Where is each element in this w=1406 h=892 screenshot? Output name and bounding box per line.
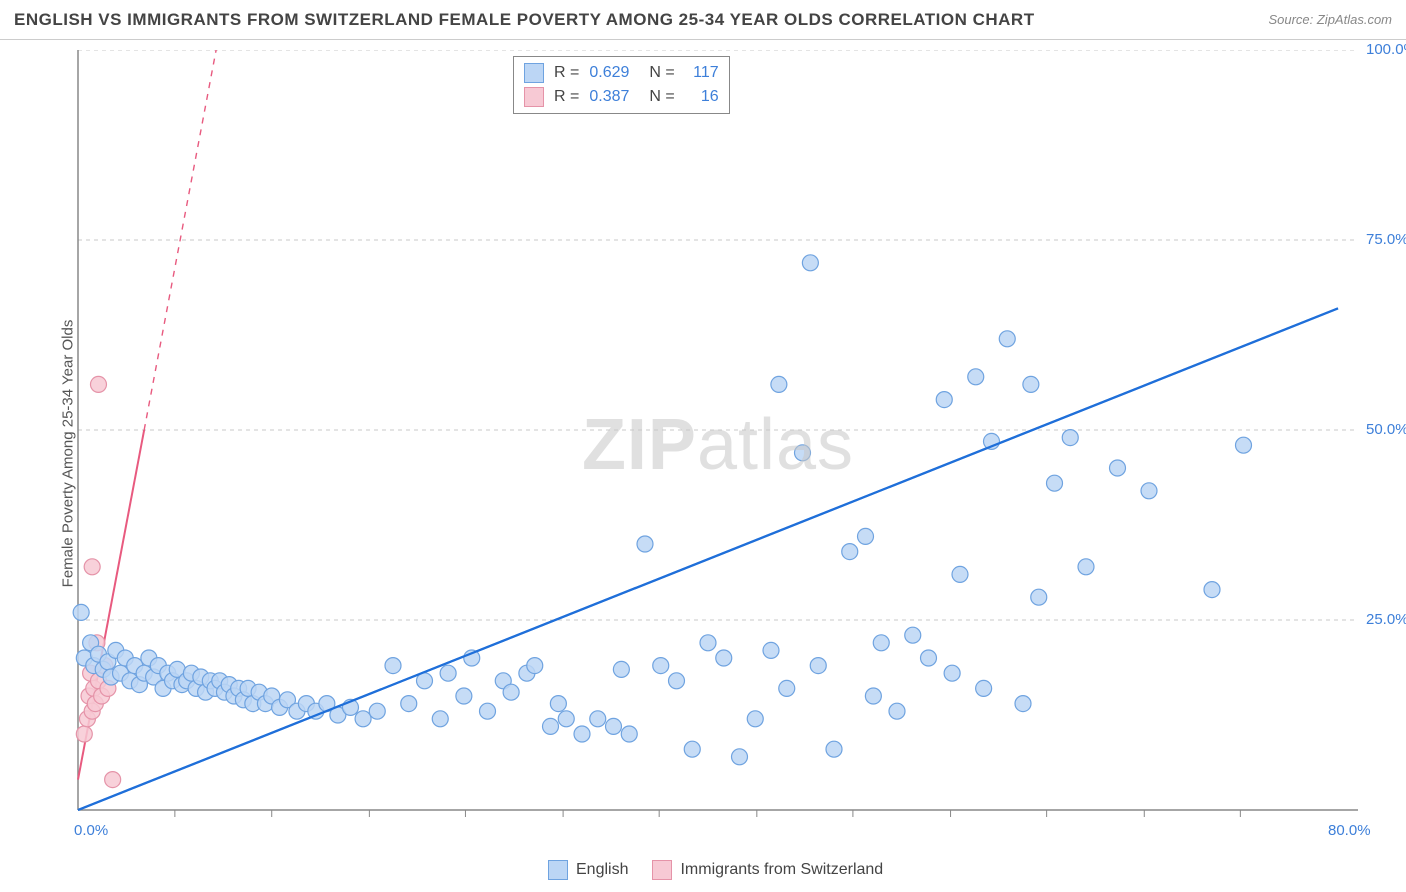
legend-label: Immigrants from Switzerland bbox=[680, 861, 883, 879]
n-value: 117 bbox=[685, 64, 719, 82]
axis-tick-label: 25.0% bbox=[1366, 611, 1406, 628]
y-axis-label: Female Poverty Among 25-34 Year Olds bbox=[60, 320, 77, 588]
legend-item: English bbox=[548, 860, 628, 880]
axis-tick-label: 80.0% bbox=[1328, 822, 1371, 839]
r-label: R = bbox=[554, 88, 579, 106]
axis-tick-label: 75.0% bbox=[1366, 231, 1406, 248]
legend-swatch bbox=[652, 860, 672, 880]
n-label: N = bbox=[649, 88, 674, 106]
axis-tick-label: 0.0% bbox=[74, 822, 108, 839]
title-bar: ENGLISH VS IMMIGRANTS FROM SWITZERLAND F… bbox=[0, 0, 1406, 40]
source-attribution: Source: ZipAtlas.com bbox=[1268, 12, 1392, 27]
legend-item: Immigrants from Switzerland bbox=[652, 860, 883, 880]
plot-area: Female Poverty Among 25-34 Year Olds ZIP… bbox=[58, 50, 1378, 840]
n-label: N = bbox=[649, 64, 674, 82]
n-value: 16 bbox=[685, 88, 719, 106]
legend-row: R = 0.629 N = 117 bbox=[524, 61, 719, 85]
correlation-legend: R = 0.629 N = 117 R = 0.387 N = 16 bbox=[513, 56, 730, 114]
r-value: 0.387 bbox=[589, 88, 639, 106]
legend-swatch bbox=[524, 87, 544, 107]
legend-swatch bbox=[524, 63, 544, 83]
axis-tick-label: 50.0% bbox=[1366, 421, 1406, 438]
legend-swatch bbox=[548, 860, 568, 880]
chart-title: ENGLISH VS IMMIGRANTS FROM SWITZERLAND F… bbox=[14, 10, 1035, 30]
legend-label: English bbox=[576, 861, 628, 879]
axis-tick-label: 100.0% bbox=[1366, 41, 1406, 58]
legend-row: R = 0.387 N = 16 bbox=[524, 85, 719, 109]
r-label: R = bbox=[554, 64, 579, 82]
series-legend: English Immigrants from Switzerland bbox=[548, 860, 883, 880]
scatter-chart bbox=[58, 50, 1378, 840]
r-value: 0.629 bbox=[589, 64, 639, 82]
